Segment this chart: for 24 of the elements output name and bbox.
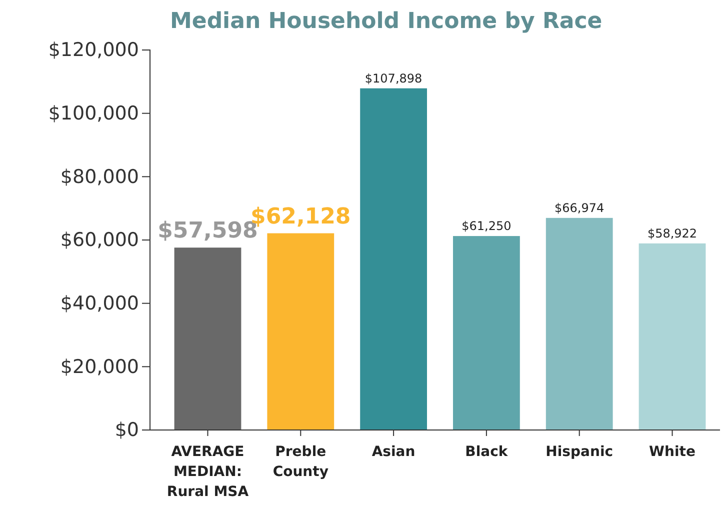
x-tick-label: White	[649, 444, 696, 460]
y-tick-label: $0	[114, 419, 139, 442]
data-label: $61,250	[462, 219, 512, 234]
y-tick-label: $40,000	[60, 292, 139, 314]
bar	[267, 233, 334, 430]
data-label: $66,974	[554, 200, 604, 215]
bar	[174, 248, 242, 430]
y-tick-label: $120,000	[48, 39, 139, 62]
x-tick-label: Asian	[372, 444, 416, 460]
bar	[638, 243, 706, 430]
y-tick-label: $100,000	[48, 102, 139, 124]
data-label: $58,922	[647, 226, 698, 240]
y-tick-label: $60,000	[60, 229, 139, 252]
y-tick-label: $80,000	[60, 166, 139, 188]
y-tick-label: $20,000	[60, 356, 139, 378]
x-tick-label: Hispanic	[546, 444, 614, 460]
x-tick-label: AVERAGE MEDIAN: Rural MSA	[166, 444, 249, 500]
x-tick-label: Preble County	[272, 444, 328, 480]
bar	[360, 88, 427, 430]
bar	[546, 218, 613, 430]
bar	[453, 236, 520, 430]
chart-title: Median Household Income by Race	[170, 9, 602, 34]
data-label: $107,898	[364, 71, 422, 86]
x-tick-label: Black	[465, 444, 508, 460]
